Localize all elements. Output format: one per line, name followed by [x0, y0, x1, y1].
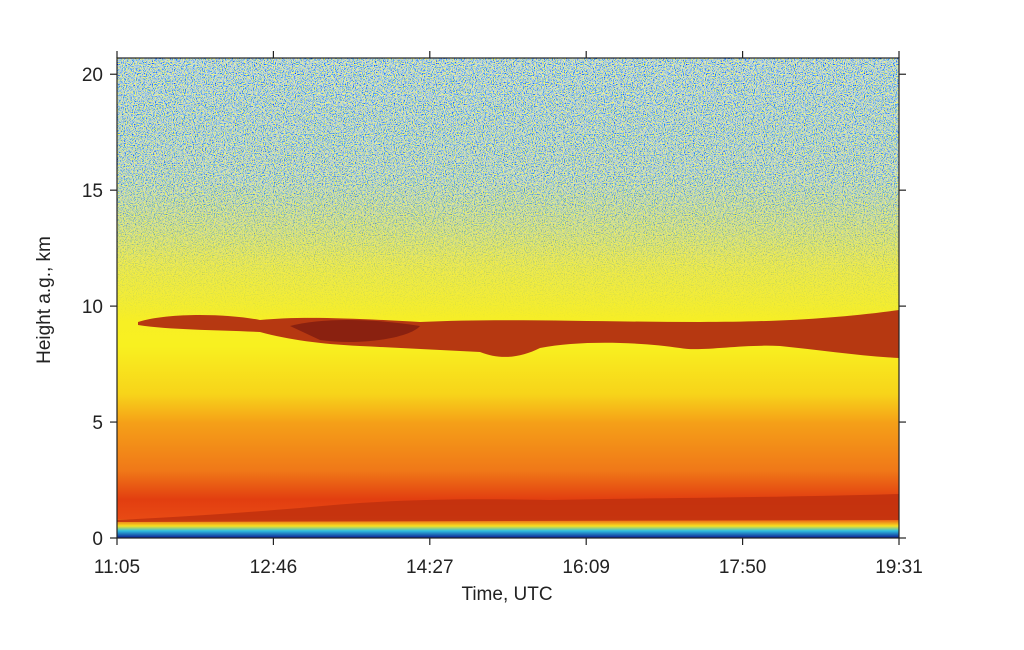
plot-frame — [116, 57, 900, 539]
x-tick-label: 19:31 — [875, 557, 923, 578]
x-tick-label: 11:05 — [94, 557, 140, 578]
plot-image — [117, 58, 899, 538]
x-tick-label: 14:27 — [406, 557, 454, 578]
x-axis-label: Time, UTC — [461, 584, 552, 605]
y-tick-label: 10 — [82, 297, 103, 318]
y-tick-label: 0 — [92, 529, 103, 550]
y-tick-label: 15 — [82, 181, 103, 202]
x-tick-label: 12:46 — [250, 557, 298, 578]
y-tick-label: 5 — [92, 413, 103, 434]
y-tick-label: 20 — [82, 65, 103, 86]
x-tick-label: 17:50 — [719, 557, 767, 578]
x-tick-label: 16:09 — [562, 557, 610, 578]
y-axis-label: Height a.g., km — [34, 236, 55, 364]
